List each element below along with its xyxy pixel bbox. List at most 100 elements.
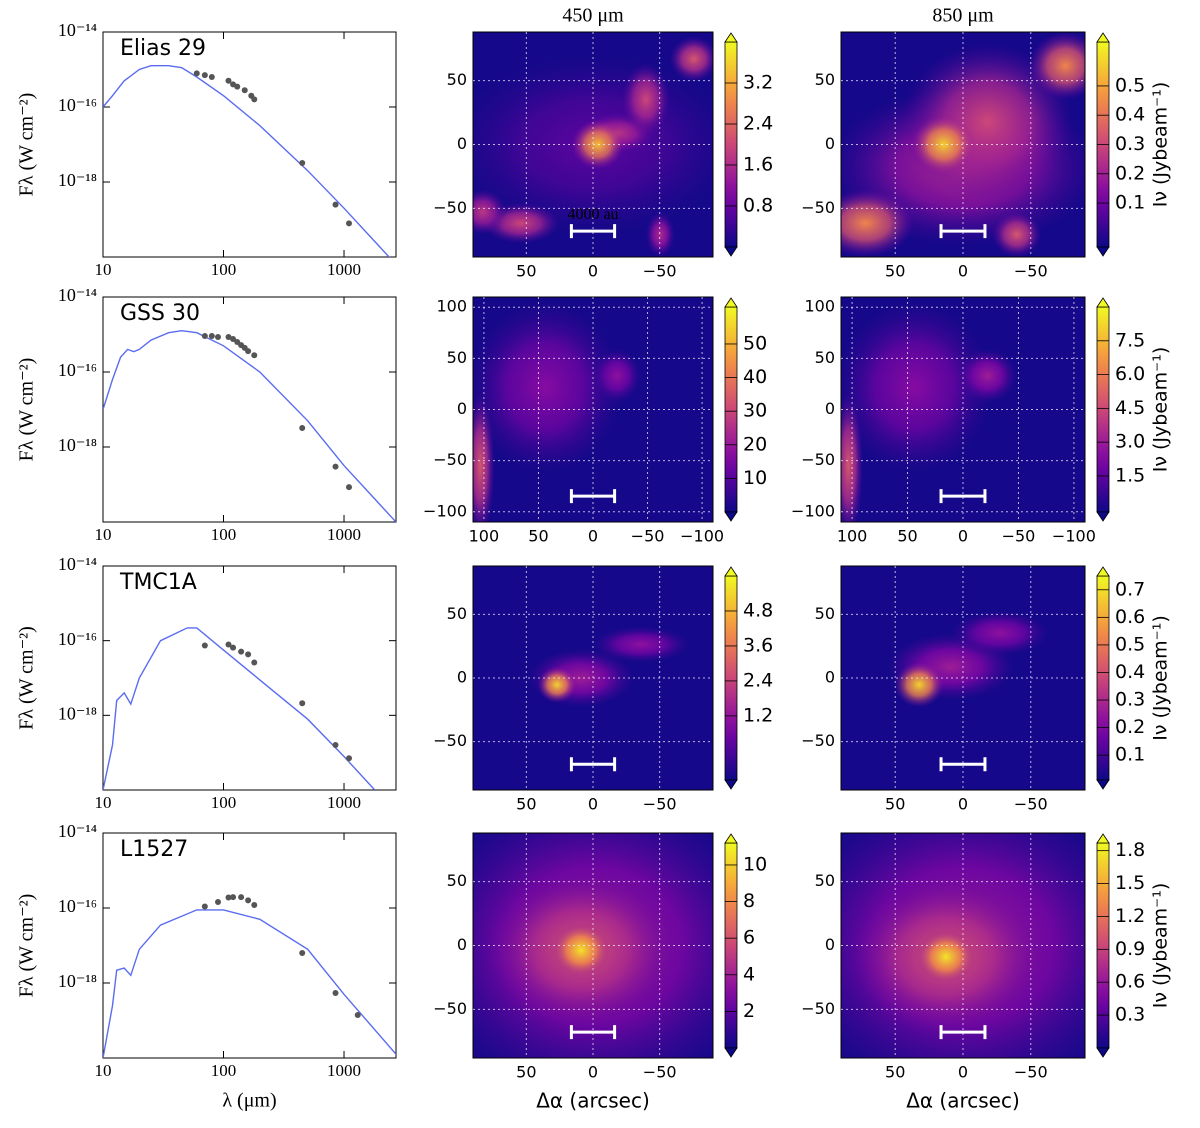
colorbar-tick-label: 50 (743, 332, 767, 354)
data-point (251, 352, 258, 359)
data-point (225, 77, 232, 84)
x-tick-label: −100 (680, 527, 724, 546)
data-point (234, 83, 241, 90)
y-tick-label: 0 (457, 668, 467, 687)
colorbar (724, 575, 738, 781)
data-point (201, 333, 208, 340)
data-point (251, 96, 258, 103)
colorbar-tick-label: 1.2 (1115, 905, 1145, 927)
data-point (238, 894, 245, 901)
data-point (245, 897, 252, 904)
data-point (201, 72, 208, 79)
colorbar-tick-label: 30 (743, 400, 767, 422)
intensity-blob (621, 63, 670, 136)
x-tick-label: 50 (885, 795, 905, 814)
data-point (332, 742, 339, 749)
y-tick-label: 100 (436, 297, 467, 316)
source-name: L1527 (120, 837, 188, 862)
y-tick-label: 10⁻¹⁸ (58, 971, 97, 991)
data-point (251, 902, 258, 909)
colorbar-tick-label: 0.6 (1115, 971, 1145, 993)
plot-frame (102, 832, 397, 1059)
colorbar (1096, 575, 1110, 781)
y-tick-label: 0 (457, 399, 467, 418)
colorbar-tick-label: 2 (743, 1000, 755, 1022)
data-point (346, 484, 353, 491)
intensity-blob (473, 189, 507, 235)
x-axis-label: λ (μm) (222, 1090, 276, 1112)
x-tick-label: 0 (588, 795, 598, 814)
colorbar-extend-top (1096, 566, 1110, 577)
x-tick-label: 0 (958, 527, 968, 546)
x-tick-label: −50 (643, 795, 677, 814)
colorbar-tick-label: 10 (743, 467, 767, 489)
x-tick-label: 50 (516, 795, 536, 814)
colorbar-tick-label: 6.0 (1115, 363, 1145, 385)
colorbar-tick-label: 1.8 (1115, 839, 1145, 861)
y-tick-label: 50 (447, 70, 467, 89)
intensity-blob (992, 212, 1042, 257)
plot-frame (102, 296, 397, 523)
colorbar-tick-label: 0.9 (1115, 938, 1145, 960)
colorbar-label: Iν (Jybeam⁻¹) (1150, 347, 1172, 472)
colorbar-tick-label: 4.8 (743, 599, 773, 621)
data-point (332, 463, 339, 470)
colorbar-extend-bottom (724, 511, 738, 522)
x-tick-label: −50 (643, 1063, 677, 1082)
colorbar-tick-label: 7.5 (1115, 329, 1145, 351)
y-tick-label: 0 (457, 935, 467, 954)
data-point (238, 648, 245, 655)
colorbar-tick-label: 0.2 (1115, 162, 1145, 184)
colorbar-extend-top (724, 297, 738, 308)
y-tick-label: 50 (815, 871, 835, 890)
colorbar-extend-top (724, 566, 738, 577)
colorbar-tick-label: 0.1 (1115, 192, 1145, 214)
y-tick-label: 50 (447, 871, 467, 890)
data-point (299, 950, 306, 957)
x-tick-label: −50 (631, 527, 665, 546)
x-tick-label: 100 (211, 525, 237, 544)
y-tick-label: 10⁻¹⁸ (58, 435, 97, 455)
x-tick-label: 1000 (327, 1061, 361, 1080)
model-curve (103, 65, 391, 257)
x-tick-label: 50 (885, 1063, 905, 1082)
x-tick-label: 50 (528, 527, 548, 546)
y-tick-label: 0 (825, 935, 835, 954)
intensity-blob (571, 119, 625, 170)
x-tick-label: −50 (1014, 1063, 1048, 1082)
x-tick-label: 100 (469, 527, 500, 546)
intensity-blob (473, 393, 495, 522)
y-tick-label: −50 (433, 450, 467, 469)
x-axis-label: Δα (arcsec) (536, 1089, 650, 1113)
y-tick-label: 50 (447, 604, 467, 623)
y-tick-label: 10⁻¹⁶ (58, 896, 97, 916)
x-tick-label: −50 (1002, 527, 1036, 546)
colorbar-tick-label: 3.2 (743, 72, 773, 94)
colorbar-tick-label: 0.1 (1115, 744, 1145, 766)
colorbar-tick-label: 10 (743, 853, 767, 875)
colorbar-extend-bottom (1096, 246, 1110, 257)
colorbar-tick-label: 0.3 (1115, 1004, 1145, 1026)
x-tick-label: 0 (588, 527, 598, 546)
x-tick-label: 0 (958, 1063, 968, 1082)
colorbar-extend-bottom (1096, 779, 1110, 790)
colorbar-tick-label: 3.0 (1115, 431, 1145, 453)
y-tick-label: 10⁻¹⁴ (58, 20, 97, 40)
y-tick-label: −50 (433, 999, 467, 1018)
data-point (201, 642, 208, 649)
source-name: GSS 30 (120, 301, 200, 326)
data-point (230, 644, 237, 651)
panel-title: 450 μm (562, 5, 624, 27)
x-tick-label: 1000 (327, 525, 361, 544)
model-curve (103, 627, 376, 790)
colorbar-extend-bottom (1096, 1047, 1110, 1058)
data-point (225, 894, 232, 901)
intensity-blob (911, 115, 976, 174)
data-point (354, 1012, 361, 1019)
colorbar-extend-top (1096, 833, 1110, 844)
scale-bar-label: 4000 au (567, 206, 618, 223)
y-tick-label: 100 (804, 297, 835, 316)
colorbar-tick-label: 8 (743, 890, 755, 912)
data-point (214, 898, 221, 905)
